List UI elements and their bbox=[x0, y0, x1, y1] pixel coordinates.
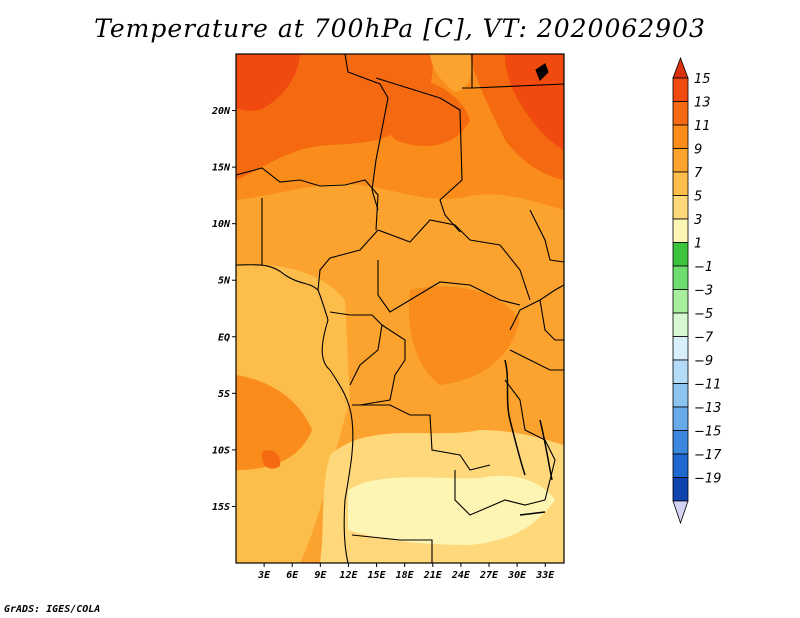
lat-tick-label: 10S bbox=[212, 445, 230, 456]
lon-tick-label: 15E bbox=[368, 570, 387, 581]
border-tanzania-north bbox=[509, 349, 564, 371]
lat-tick-label: EQ bbox=[218, 332, 230, 343]
lon-tick-label: 9E bbox=[314, 570, 327, 581]
border-kenya bbox=[539, 299, 564, 341]
colorbar-segment bbox=[672, 265, 689, 290]
colorbar-label: −15 bbox=[694, 425, 721, 440]
colorbar-label: −13 bbox=[694, 401, 721, 416]
border-namibia bbox=[351, 534, 433, 563]
colorbar-segment bbox=[672, 406, 689, 431]
credit-label: GrADS: IGES/COLA bbox=[4, 604, 101, 615]
colorbar-segment bbox=[672, 124, 689, 149]
colorbar-label: 1 bbox=[694, 237, 702, 252]
border-car-south bbox=[377, 260, 521, 313]
lon-tick-label: 12E bbox=[339, 570, 358, 581]
colorbar-segment bbox=[672, 101, 689, 126]
colorbar: 15 13 11 9 7 5 3 1 −1 −3 −5 −7 −9 −11 −13 −15 −17 −19 bbox=[672, 56, 722, 525]
colorbar-label: 3 bbox=[694, 213, 702, 228]
colorbar-segment bbox=[672, 312, 689, 337]
field-west-spot bbox=[261, 450, 281, 469]
field-south-palest bbox=[348, 475, 555, 545]
colorbar-label: 5 bbox=[694, 190, 702, 205]
colorbar-label: 7 bbox=[694, 166, 703, 181]
border-zambia-zimbabwe bbox=[454, 470, 546, 516]
colorbar-segment bbox=[672, 77, 689, 102]
colorbar-segment bbox=[672, 218, 689, 243]
colorbar-label: −17 bbox=[694, 448, 722, 463]
lon-tick-label: 24E bbox=[451, 570, 471, 581]
nile-delta-feature bbox=[535, 63, 549, 81]
lat-tick-label: 10N bbox=[212, 219, 231, 230]
colorbar-segment bbox=[672, 477, 689, 502]
colorbar-segment bbox=[672, 359, 689, 384]
lat-tick-label: 20N bbox=[211, 106, 231, 117]
page-title: Temperature at 700hPa [C], VT: 202006290… bbox=[94, 14, 706, 43]
colorbar-label: 15 bbox=[694, 72, 711, 87]
colorbar-top-cap bbox=[672, 56, 689, 79]
colorbar-label: 9 bbox=[694, 143, 702, 158]
colorbar-segment bbox=[672, 289, 689, 314]
border-car-north bbox=[377, 219, 531, 301]
lat-tick-label: 5S bbox=[218, 389, 230, 400]
colorbar-segment bbox=[672, 383, 689, 408]
field-north-strip bbox=[430, 54, 472, 92]
lon-tick-label: 21E bbox=[423, 570, 443, 581]
lake-malawi bbox=[539, 419, 553, 481]
border-angola-zambia bbox=[352, 404, 491, 471]
colorbar-label: 13 bbox=[694, 96, 711, 111]
border-niger-chad bbox=[375, 77, 463, 233]
colorbar-label: −5 bbox=[694, 307, 713, 322]
border-drc-west bbox=[359, 324, 406, 406]
colorbar-bottom-cap bbox=[672, 500, 689, 525]
lat-tick-label: 15N bbox=[212, 163, 231, 174]
field-nc-warm bbox=[378, 77, 470, 146]
lon-tick-label: 6E bbox=[286, 570, 299, 581]
colorbar-segment bbox=[672, 171, 689, 196]
colorbar-segment bbox=[672, 336, 689, 361]
border-mali-niger bbox=[344, 54, 389, 211]
colorbar-segment bbox=[672, 195, 689, 220]
lon-tick-label: 18E bbox=[396, 570, 415, 581]
lon-tick-label: 30E bbox=[507, 570, 527, 581]
temperature-field bbox=[236, 54, 564, 563]
border-sudan-egypt bbox=[471, 83, 564, 89]
lake-kariba bbox=[519, 511, 546, 516]
lake-tanganyika bbox=[504, 359, 526, 476]
colorbar-label: −3 bbox=[694, 284, 713, 299]
colorbar-label: −19 bbox=[694, 472, 721, 487]
latitude-axis: 20N 15N 10N 5N EQ 5S 10S 15S bbox=[211, 106, 236, 513]
lon-tick-label: 3E bbox=[257, 570, 271, 581]
lat-tick-label: 5N bbox=[218, 276, 231, 287]
border-nigeria-cameroon bbox=[317, 229, 379, 291]
lat-tick-label: 15S bbox=[212, 502, 230, 513]
colorbar-segment bbox=[672, 148, 689, 173]
colorbar-segment bbox=[672, 242, 689, 267]
lon-tick-label: 27E bbox=[479, 570, 499, 581]
field-nw-hot bbox=[236, 54, 300, 111]
atlantic-coastline bbox=[236, 264, 354, 563]
border-burkina-nigeria bbox=[236, 167, 379, 231]
lon-tick-label: 33E bbox=[535, 570, 555, 581]
field-ne-hot bbox=[505, 54, 564, 150]
colorbar-label: −7 bbox=[694, 331, 714, 346]
colorbar-label: −11 bbox=[694, 378, 721, 393]
colorbar-label: 11 bbox=[694, 119, 711, 134]
country-boundaries bbox=[236, 54, 564, 563]
field-west-blob bbox=[236, 375, 312, 470]
colorbar-label: −1 bbox=[694, 260, 713, 275]
colorbar-segment bbox=[672, 453, 689, 478]
colorbar-label: −9 bbox=[694, 354, 713, 369]
map-frame bbox=[235, 53, 565, 564]
field-central-blob bbox=[409, 286, 520, 385]
longitude-axis: 3E 6E 9E 12E 15E 18E 21E 24E 27E 30E 33E bbox=[257, 563, 555, 581]
colorbar-segment bbox=[672, 430, 689, 455]
border-ethiopia bbox=[529, 209, 564, 263]
